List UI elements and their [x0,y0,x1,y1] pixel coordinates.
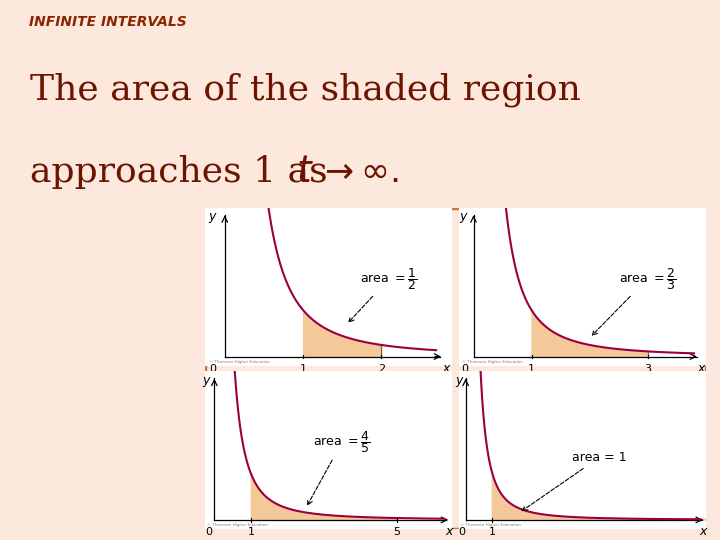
Text: 0: 0 [205,527,212,537]
Text: 1: 1 [300,363,307,374]
Text: area $= \dfrac{1}{2}$: area $= \dfrac{1}{2}$ [349,266,418,322]
Text: x: x [700,525,707,538]
Text: y: y [208,210,215,223]
Text: 1: 1 [248,527,254,537]
Text: $\rightarrow \infty.$: $\rightarrow \infty.$ [318,155,398,189]
Text: $t$: $t$ [296,154,314,190]
Text: x: x [442,362,449,375]
Text: y: y [202,374,210,387]
Text: y: y [455,374,462,387]
Text: area $= \dfrac{4}{5}$: area $= \dfrac{4}{5}$ [307,429,371,505]
Text: © Thomson Higher Education: © Thomson Higher Education [462,360,523,363]
Text: 2: 2 [378,363,385,374]
Text: © Thomson Higher Education: © Thomson Higher Education [209,360,270,363]
Text: INFINITE INTERVALS: INFINITE INTERVALS [29,15,186,29]
Text: area = 1: area = 1 [522,451,626,511]
Text: 1: 1 [528,363,535,374]
Text: area $= \dfrac{2}{3}$: area $= \dfrac{2}{3}$ [593,266,676,335]
Text: 1: 1 [489,527,496,537]
Text: 3: 3 [644,363,651,374]
Text: approaches 1 as: approaches 1 as [30,155,339,189]
Text: 0: 0 [462,363,468,374]
Text: © Thomson Higher Education: © Thomson Higher Education [460,523,521,527]
Text: The area of the shaded region: The area of the shaded region [30,72,581,107]
Text: © Thomson Higher Education: © Thomson Higher Education [207,523,268,527]
Text: y: y [459,210,467,223]
Text: x: x [697,362,705,375]
Text: 0: 0 [210,363,217,374]
Text: x: x [445,525,453,538]
Text: 5: 5 [394,527,400,537]
Text: 0: 0 [458,527,465,537]
